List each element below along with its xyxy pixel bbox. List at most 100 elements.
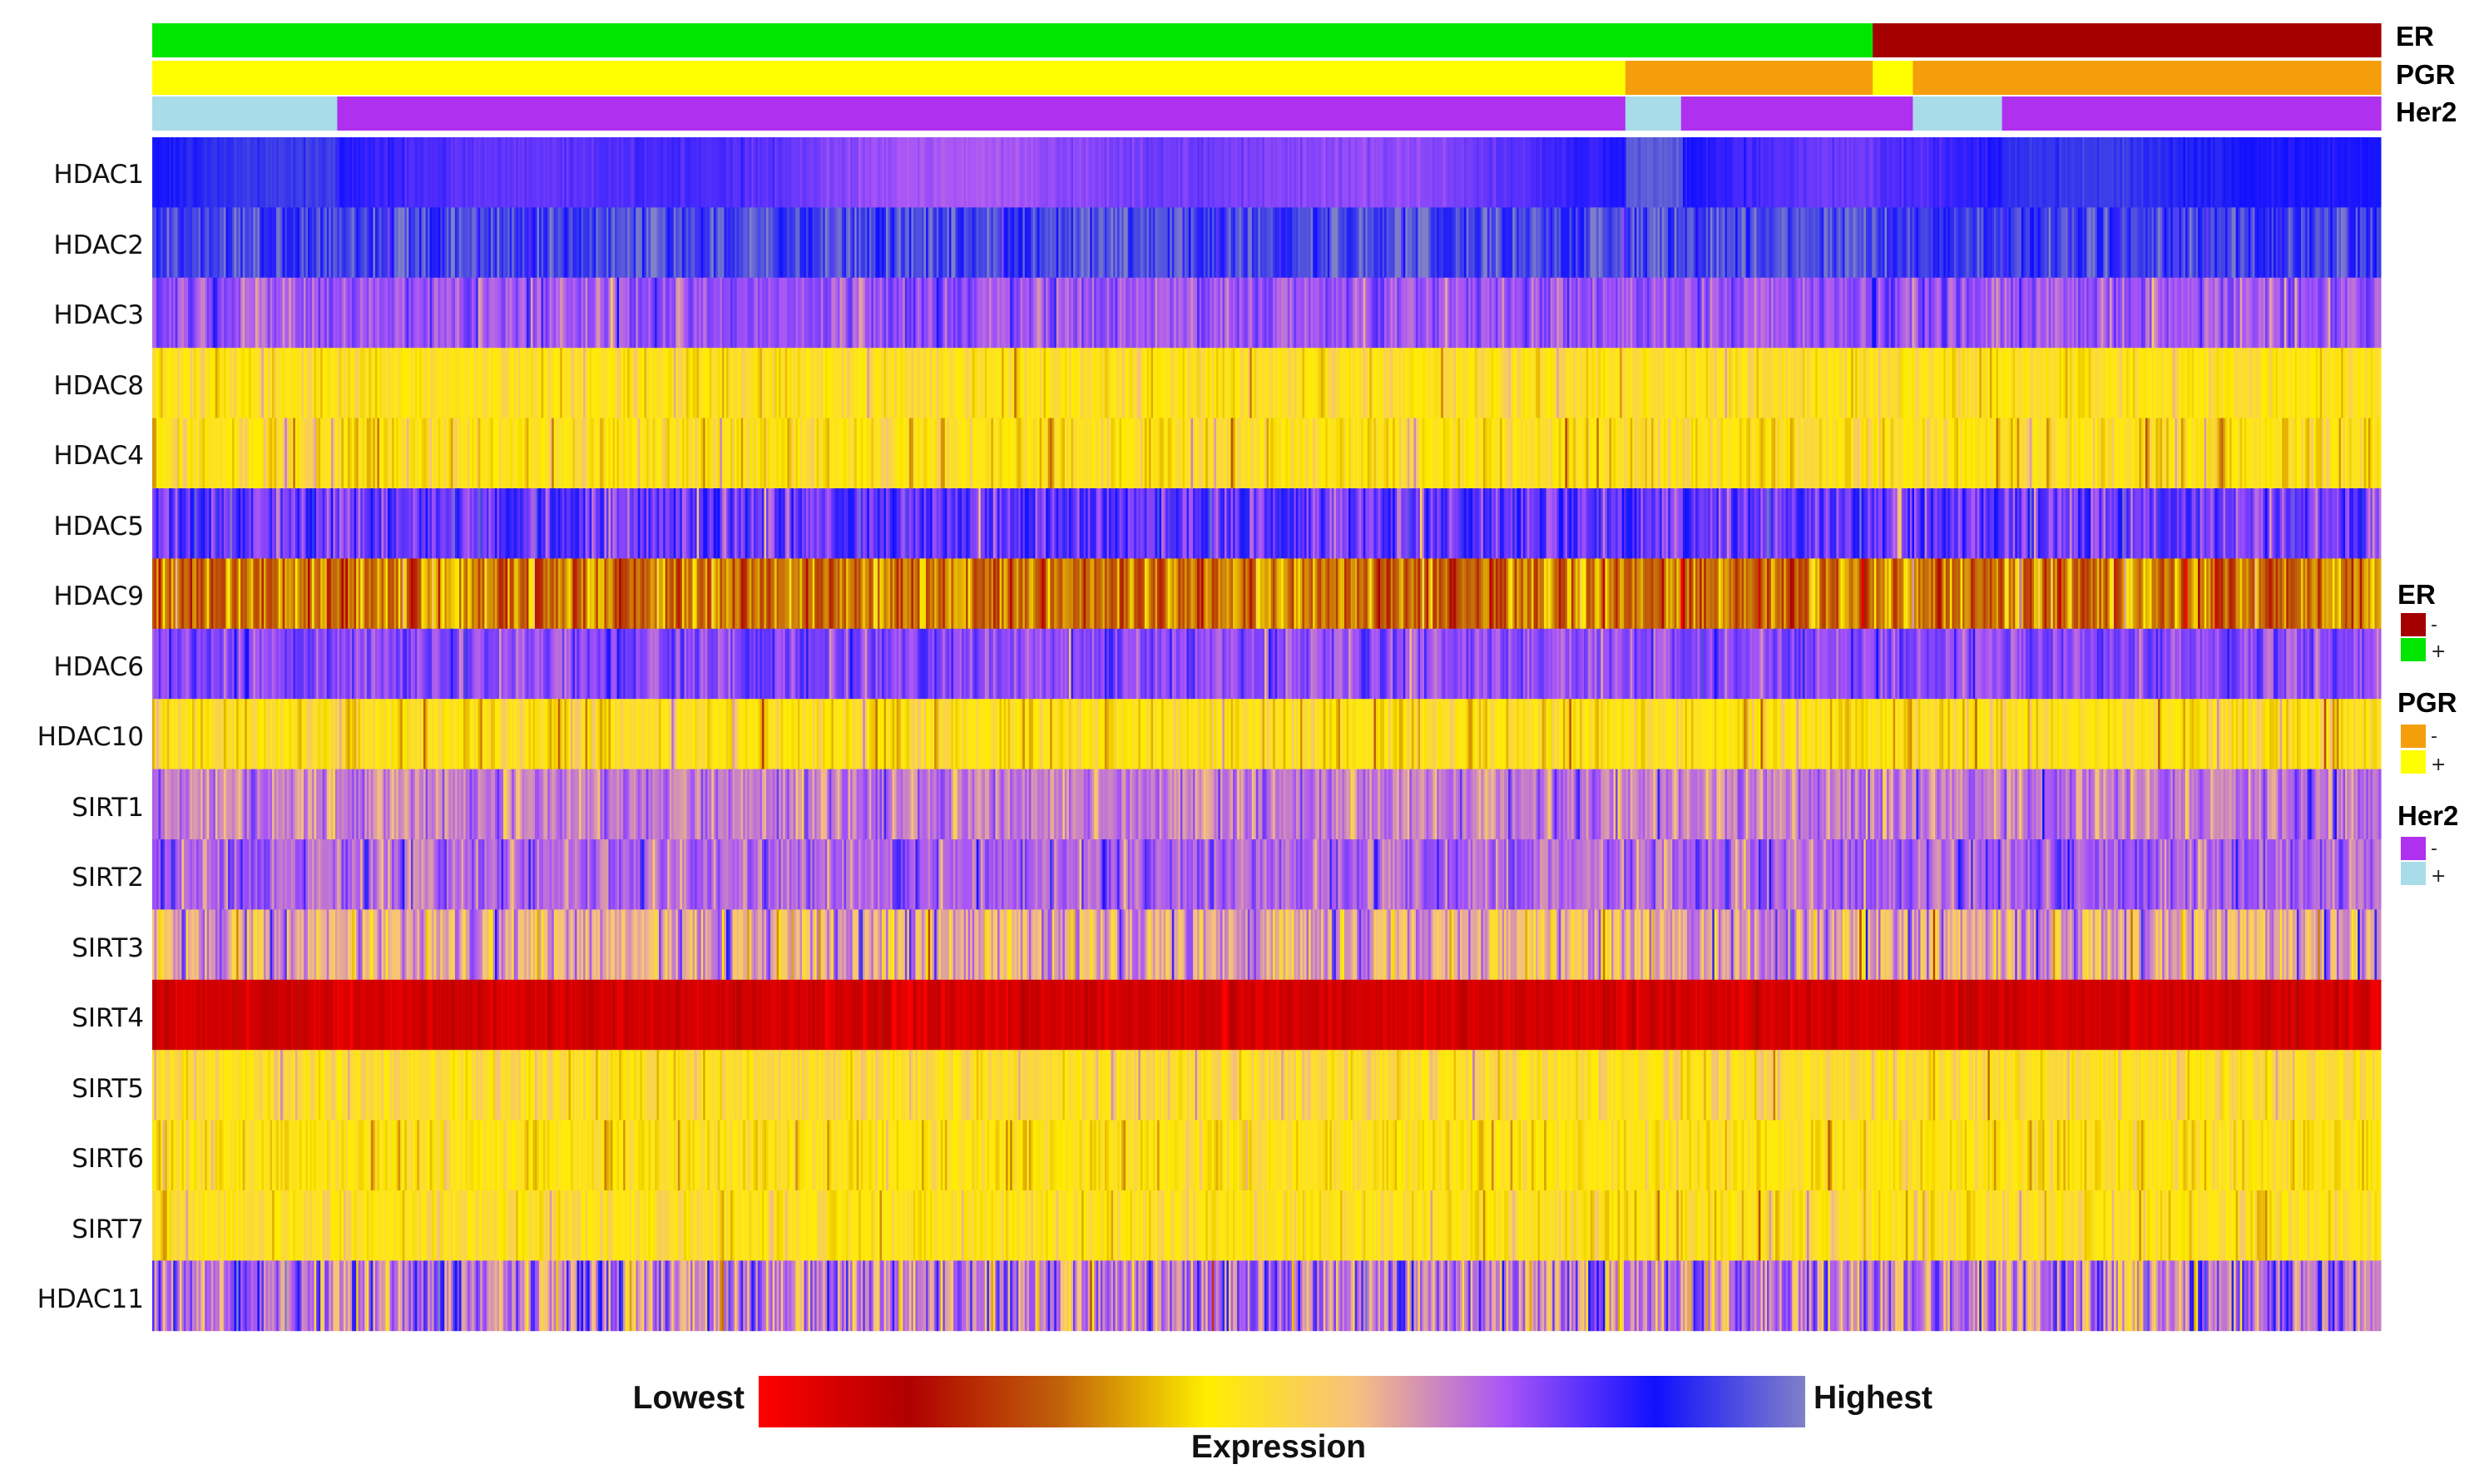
heatmap-cell [162, 137, 166, 208]
heatmap-cell [692, 137, 695, 208]
heatmap-cell [2231, 207, 2234, 279]
heatmap-cell [839, 137, 843, 208]
heatmap-cell [1726, 137, 1730, 208]
heatmap-cell [601, 207, 605, 279]
heatmap-cell [1161, 137, 1165, 208]
heatmap-cell [286, 277, 289, 349]
heatmap-cell [1573, 277, 1576, 349]
heatmap-cell [2055, 137, 2058, 208]
heatmap-cell [330, 137, 334, 208]
heatmap-cell [2027, 207, 2031, 279]
heatmap-cell [1729, 207, 1732, 279]
heatmap-cell [665, 348, 668, 418]
heatmap-cell [1199, 137, 1202, 208]
heatmap-cell [1491, 277, 1494, 349]
heatmap-cell [532, 348, 536, 418]
heatmap-cell [2275, 277, 2279, 349]
heatmap-cell [1388, 137, 1392, 208]
heatmap-cell [1596, 348, 1600, 418]
heatmap-cell [856, 207, 859, 279]
heatmap-cell [1794, 137, 1797, 208]
heatmap-cell [591, 277, 595, 349]
heatmap-cell [1148, 207, 1151, 279]
heatmap-cell [1581, 348, 1585, 418]
heatmap-cell [2246, 277, 2249, 349]
heatmap-cell [888, 137, 891, 208]
heatmap-cell [707, 207, 710, 279]
heatmap-cell [171, 418, 174, 489]
heatmap-cell [2286, 137, 2289, 208]
heatmap-cell [392, 348, 395, 418]
heatmap-cell [1146, 207, 1150, 279]
heatmap-row-hdac4 [152, 418, 2382, 489]
heatmap-cell [2187, 137, 2190, 208]
heatmap-cell [713, 137, 716, 208]
heatmap-cell [2250, 207, 2254, 279]
heatmap-cell [468, 207, 471, 279]
heatmap-cell [1939, 348, 1942, 418]
heatmap-cell [932, 207, 935, 279]
heatmap-cell [507, 277, 511, 349]
heatmap-cell [667, 207, 670, 279]
heatmap-cell [393, 207, 397, 279]
heatmap-cell [2260, 277, 2264, 349]
heatmap-cell [1905, 277, 1908, 349]
heatmap-cell [2140, 137, 2144, 208]
heatmap-cell [1935, 277, 1938, 349]
heatmap-cell [1993, 277, 1997, 349]
heatmap-cell [1577, 348, 1581, 418]
heatmap-cell [1733, 348, 1736, 418]
heatmap-cell [2282, 277, 2285, 349]
heatmap-cell [1517, 348, 1520, 418]
heatmap-cell [1442, 277, 1446, 349]
heatmap-cell [898, 137, 902, 208]
heatmap-cell [724, 277, 727, 349]
heatmap-cell [1321, 277, 1324, 349]
heatmap-cell [1437, 277, 1440, 349]
heatmap-cell [2027, 277, 2031, 349]
heatmap-cell [318, 207, 321, 279]
heatmap-cell [1556, 137, 1560, 208]
heatmap-cell [2023, 277, 2026, 349]
heatmap-cell [1142, 277, 1146, 349]
heatmap-cell [461, 207, 464, 279]
heatmap-cell [314, 207, 317, 279]
heatmap-cell [1442, 348, 1446, 418]
heatmap-cell [1953, 348, 1957, 418]
heatmap-cell [2298, 137, 2302, 208]
heatmap-cell [844, 137, 847, 208]
heatmap-cell [2122, 137, 2125, 208]
heatmap-cell [1495, 277, 1499, 349]
heatmap-cell [2238, 207, 2241, 279]
heatmap-cell [583, 348, 586, 418]
heatmap-cell [1365, 207, 1368, 279]
heatmap-cell [236, 418, 240, 489]
heatmap-cell [787, 277, 790, 349]
heatmap-cell [183, 348, 186, 418]
heatmap-cell [2286, 207, 2289, 279]
heatmap-cell [911, 348, 914, 418]
heatmap-cell [1710, 277, 1713, 349]
heatmap-cell [461, 137, 464, 208]
heatmap-cell [1979, 277, 1982, 349]
heatmap-cell [2347, 348, 2350, 418]
heatmap-cell [1481, 137, 1484, 208]
heatmap-cell [2082, 348, 2086, 418]
heatmap-cell [1660, 137, 1663, 208]
heatmap-cell [1678, 207, 1681, 279]
heatmap-cell [1159, 137, 1162, 208]
heatmap-cell [2059, 277, 2062, 349]
heatmap-cell [2092, 348, 2096, 418]
heatmap-cell [501, 137, 504, 208]
heatmap-cell [1028, 207, 1032, 279]
heatmap-cell [1851, 207, 1854, 279]
heatmap-cell [812, 207, 815, 279]
heatmap-cell [1581, 137, 1585, 208]
heatmap-cell [1630, 207, 1633, 279]
heatmap-cell [936, 137, 939, 208]
heatmap-cell [1848, 137, 1852, 208]
heatmap-cell [1779, 277, 1783, 349]
heatmap-cell [1704, 348, 1707, 418]
heatmap-cell [1710, 207, 1713, 279]
heatmap-cell [1338, 348, 1341, 418]
